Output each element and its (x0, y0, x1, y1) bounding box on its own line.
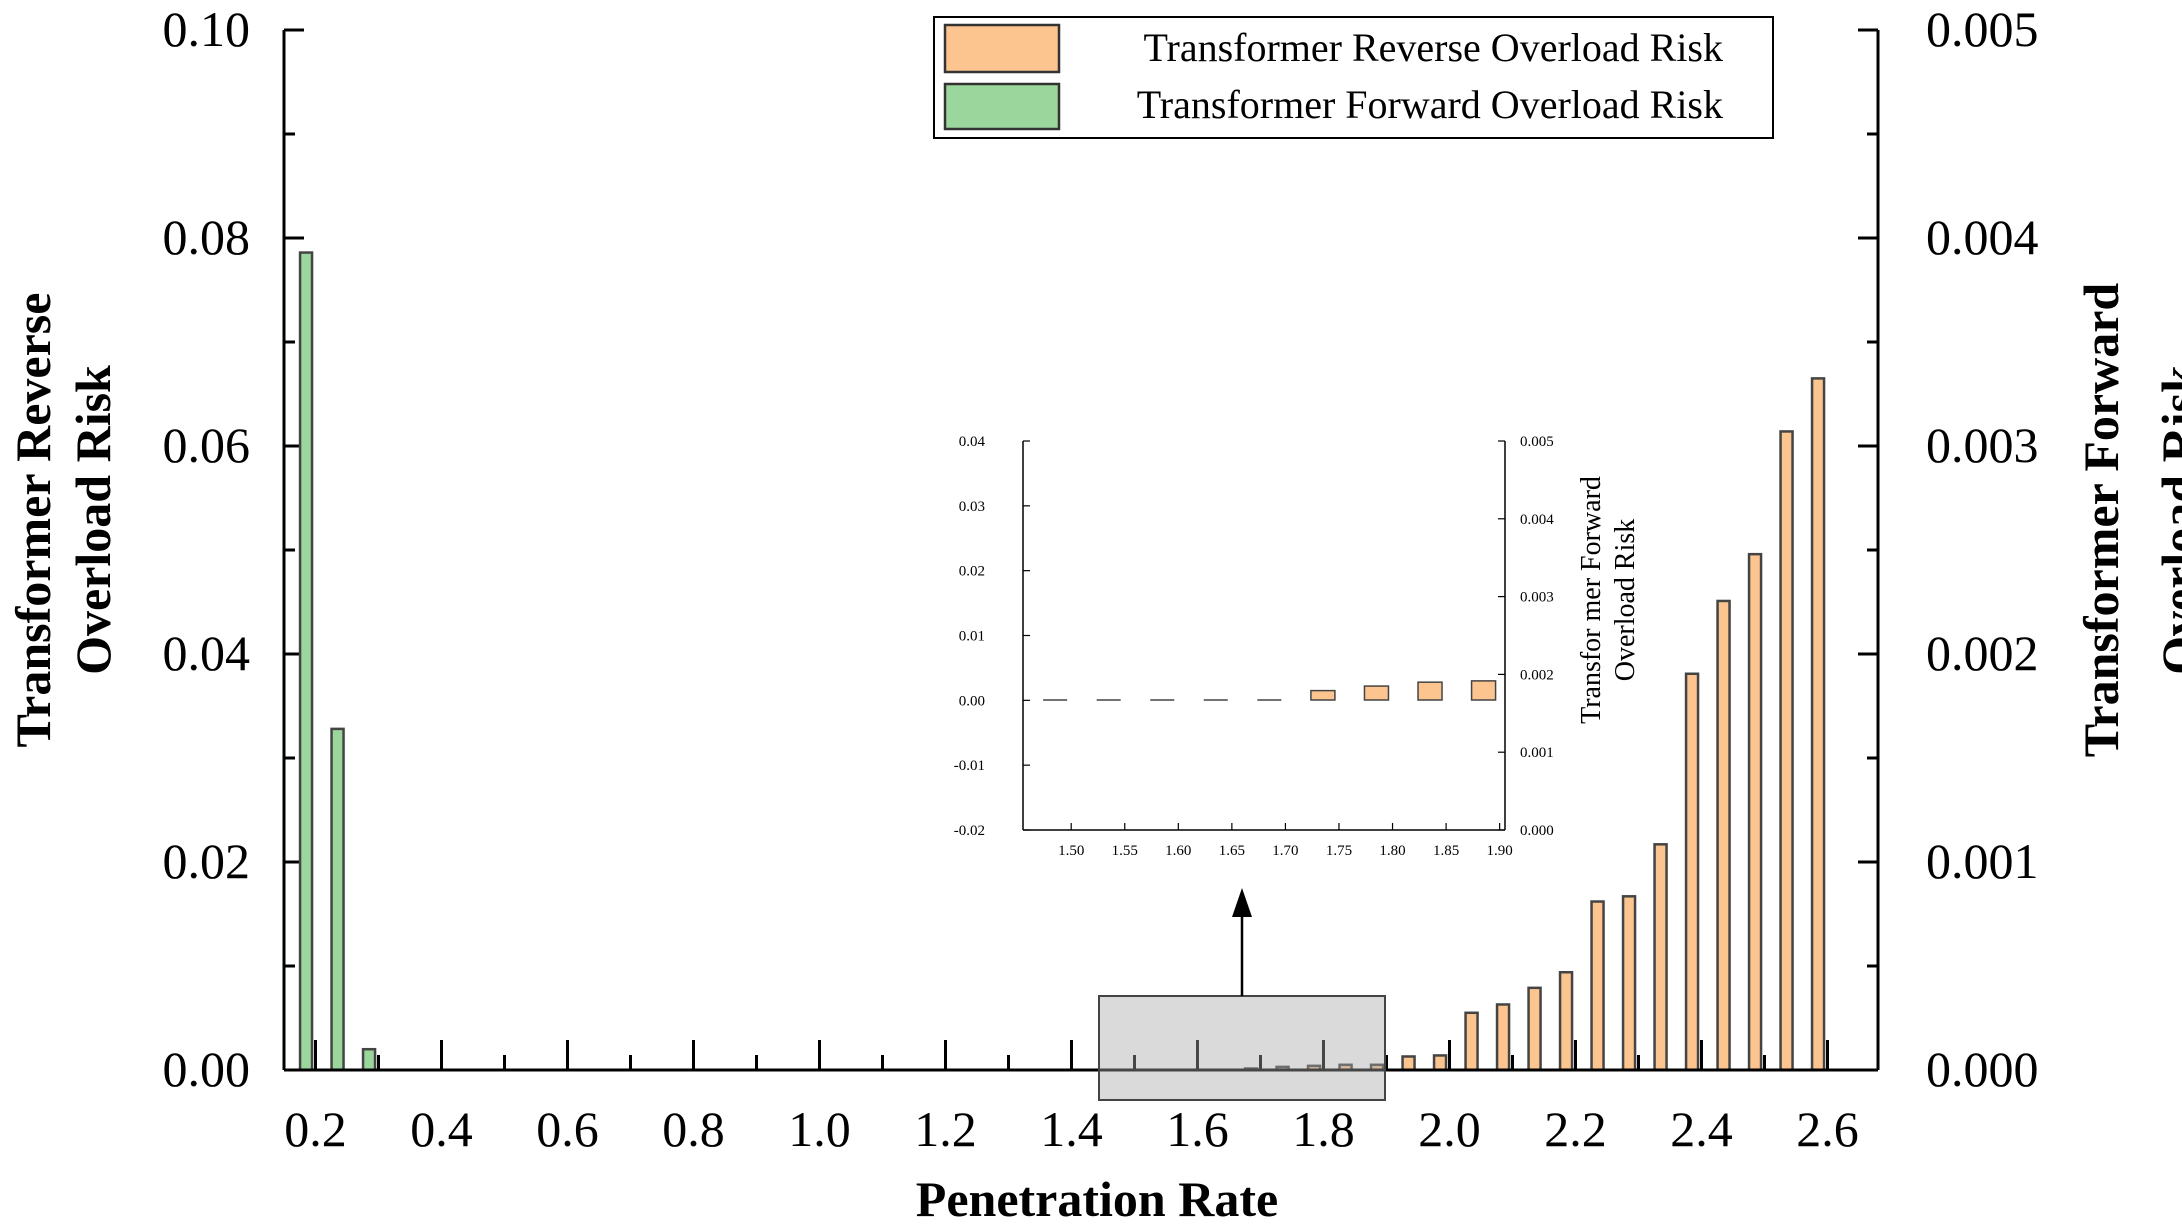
left-y-title-line-1: Transformer Reverse (5, 293, 61, 748)
inset-right-tick-label: 0.001 (1520, 745, 1554, 761)
inset-x-tick-label: 1.65 (1219, 843, 1245, 859)
reverse-risk-bar (1779, 430, 1794, 1072)
inset-x-tick-label: 1.90 (1487, 843, 1513, 859)
x-tick-label: 1.4 (1040, 1101, 1103, 1157)
right-y-tick-label: 0.001 (1926, 833, 2039, 889)
x-axis-title: Penetration Rate (916, 1171, 1278, 1226)
bars-layer (298, 251, 1826, 1072)
x-tick-label: 2.0 (1418, 1101, 1481, 1157)
inset-left-tick-label: -0.01 (954, 758, 985, 774)
inset-x-tick-label: 1.60 (1165, 843, 1191, 859)
reverse-risk-bar (1590, 900, 1605, 1072)
x-tick-label: 2.2 (1544, 1101, 1607, 1157)
right-y-tick-label: 0.000 (1926, 1041, 2039, 1097)
left-y-axis-title: Transformer Reverse Overload Risk (5, 293, 121, 748)
inset-right-tick-label: 0.004 (1520, 512, 1554, 528)
inset-reverse-risk-bar (1363, 685, 1390, 701)
x-tick-label: 1.8 (1292, 1101, 1355, 1157)
left-y-tick-label: 0.02 (163, 833, 251, 889)
right-y-tick-label: 0.002 (1926, 625, 2039, 681)
right-y-tick-label: 0.005 (1926, 1, 2039, 57)
reverse-risk-bar (1464, 1011, 1479, 1072)
right-y-tick-label: 0.004 (1926, 209, 2039, 265)
zoom-arrow-head (1232, 888, 1252, 917)
inset-right-tick-label: 0.005 (1520, 434, 1554, 450)
inset-right-title-line-2: Overload Risk (1610, 519, 1641, 682)
reverse-risk-bar (1401, 1055, 1416, 1072)
inset-x-tick-label: 1.50 (1058, 843, 1084, 859)
right-y-title-line-1: Transformer Forward (2073, 283, 2129, 758)
inset-right-tick-label: 0.002 (1520, 667, 1554, 683)
legend-swatch-reverse (943, 23, 1061, 74)
inset-x-tick-label: 1.85 (1433, 843, 1459, 859)
inset-right-tick-label: 0.003 (1520, 590, 1554, 606)
reverse-risk-bar (1495, 1003, 1511, 1072)
forward-risk-bar (298, 251, 314, 1072)
inset-left-tick-label: 0.00 (959, 693, 985, 709)
inset-right-tick-label: 0.000 (1520, 823, 1554, 839)
inset-right-title-line-1: Transfor mer Forward (1576, 476, 1607, 724)
legend: Transformer Reverse Overload Risk Transf… (933, 16, 1774, 139)
inset-left-tick-label: 0.01 (959, 629, 985, 645)
inset-reverse-risk-bar (1470, 680, 1497, 701)
zoom-highlight-box (1098, 995, 1386, 1101)
reverse-risk-bar (1684, 672, 1700, 1072)
reverse-risk-bar (1653, 843, 1668, 1072)
reverse-risk-bar (1716, 599, 1731, 1072)
inset-x-tick-label: 1.70 (1272, 843, 1298, 859)
left-y-tick-label: 0.00 (163, 1041, 251, 1097)
right-y-axis-title: Transformer Forward Overload Risk (2073, 283, 2182, 758)
left-y-tick-label: 0.10 (163, 1, 251, 57)
x-tick-label: 2.4 (1670, 1101, 1733, 1157)
x-tick-label: 1.6 (1166, 1101, 1229, 1157)
inset-x-tick-label: 1.55 (1112, 843, 1138, 859)
reverse-risk-bar (1747, 552, 1763, 1072)
inset-background (995, 441, 1505, 834)
inset-left-tick-label: 0.03 (959, 499, 985, 515)
inset-x-tick-label: 1.75 (1326, 843, 1352, 859)
axes-layer (282, 30, 1880, 1072)
forward-risk-bar (330, 727, 345, 1072)
right-y-title-line-2: Overload Risk (2151, 365, 2182, 675)
reverse-risk-bar (1621, 895, 1637, 1072)
inset-left-tick-label: 0.04 (959, 434, 986, 450)
reverse-risk-bar (1558, 970, 1574, 1072)
legend-label-forward: Transformer Forward Overload Risk (1137, 82, 1723, 127)
right-y-tick-label: 0.003 (1926, 417, 2039, 473)
reverse-risk-bar (1527, 986, 1542, 1072)
reverse-risk-bar (1432, 1054, 1448, 1072)
forward-risk-bar (361, 1047, 377, 1072)
x-tick-label: 2.6 (1796, 1101, 1859, 1157)
inset-left-tick-label: -0.02 (954, 823, 985, 839)
ticks-layer: 0.2 0.4 0.6 0.8 1.0 1.2 1.4 1.6 1.8 2.0 2.2 2.4 2.6 0… (163, 1, 2039, 1157)
reverse-risk-bar (1810, 377, 1826, 1072)
zoom-arrow (1232, 888, 1252, 996)
left-y-tick-label: 0.04 (163, 625, 251, 681)
inset-left-tick-label: 0.02 (959, 564, 985, 580)
x-tick-label: 0.4 (410, 1101, 473, 1157)
legend-swatch-forward (943, 82, 1061, 131)
inset-reverse-risk-bar (1417, 681, 1443, 701)
inset-reverse-risk-bar (1310, 689, 1336, 701)
inset-x-tick-label: 1.80 (1379, 843, 1405, 859)
legend-box (933, 16, 1774, 139)
left-y-tick-label: 0.06 (163, 417, 251, 473)
legend-label-reverse: Transformer Reverse Overload Risk (1143, 25, 1723, 70)
x-tick-label: 0.8 (662, 1101, 725, 1157)
x-tick-label: 0.2 (284, 1101, 347, 1157)
inset-right-axis-title: Transfor mer Forward Overload Risk (1576, 476, 1641, 724)
x-tick-label: 1.0 (788, 1101, 851, 1157)
left-y-tick-label: 0.08 (163, 209, 251, 265)
inset-chart: 1.50 1.55 1.60 1.65 1.70 1.75 1.80 1.85 1.90 -0.0… (954, 434, 1641, 859)
left-y-title-line-2: Overload Risk (65, 365, 121, 675)
x-tick-label: 0.6 (536, 1101, 599, 1157)
x-tick-label: 1.2 (914, 1101, 977, 1157)
